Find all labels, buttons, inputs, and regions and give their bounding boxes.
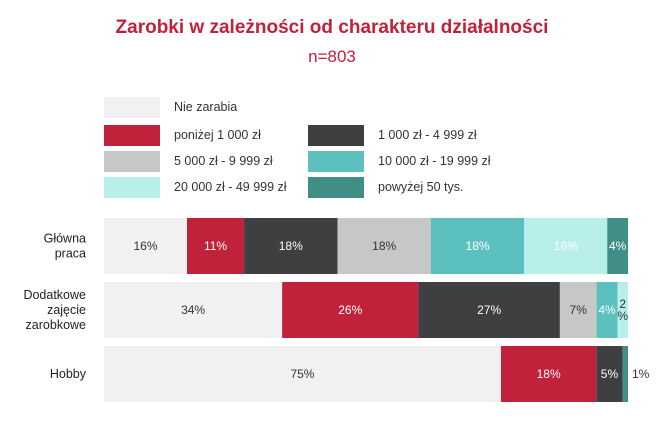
bar-segment bbox=[617, 282, 628, 338]
data-label: 1% bbox=[632, 367, 650, 381]
data-label: 18% bbox=[466, 239, 490, 253]
bar-segment bbox=[104, 346, 501, 402]
legend-item-20000-49999: 20 000 zł - 49 999 zł bbox=[104, 176, 287, 198]
legend-label: poniżej 1 000 zł bbox=[174, 128, 261, 142]
legend-item-ponizej-1000: poniżej 1 000 zł bbox=[104, 124, 261, 146]
legend: Nie zarabia poniżej 1 000 zł 1 000 zł - … bbox=[104, 96, 624, 206]
bar-segment bbox=[282, 282, 419, 338]
legend-swatch bbox=[308, 124, 364, 146]
category-label: Hobby bbox=[50, 367, 87, 381]
legend-item-5000-9999: 5 000 zł - 9 999 zł bbox=[104, 150, 273, 172]
legend-label: 10 000 zł - 19 999 zł bbox=[378, 154, 491, 168]
data-label: 18% bbox=[372, 239, 396, 253]
data-label: 11% bbox=[204, 239, 227, 253]
bar-segment bbox=[430, 218, 525, 274]
legend-item-1000-4999: 1 000 zł - 4 999 zł bbox=[308, 124, 477, 146]
data-label: 4% bbox=[598, 303, 616, 317]
category-label: Dodatkowe zajęcie zarobkowe bbox=[23, 288, 86, 332]
data-label: 4% bbox=[609, 239, 627, 253]
data-label: 27% bbox=[477, 303, 501, 317]
data-label: 18% bbox=[537, 367, 561, 381]
chart-title: Zarobki w zależności od charakteru dział… bbox=[115, 17, 549, 38]
bar-segment bbox=[337, 218, 431, 274]
bar-segment bbox=[244, 218, 338, 274]
legend-label: 20 000 zł - 49 999 zł bbox=[174, 180, 287, 194]
data-label: 34% bbox=[181, 303, 205, 317]
legend-item-powyzej-50: powyżej 50 tys. bbox=[308, 176, 463, 198]
bar-segment bbox=[622, 346, 628, 402]
data-label: 26% bbox=[338, 303, 362, 317]
legend-swatch bbox=[308, 150, 364, 172]
data-label: 75% bbox=[290, 367, 314, 381]
bar-segment bbox=[187, 218, 245, 274]
bar-segment bbox=[596, 282, 618, 338]
legend-label: Nie zarabia bbox=[174, 100, 238, 114]
bar-segment bbox=[418, 282, 560, 338]
legend-item-nie-zarabia: Nie zarabia bbox=[104, 96, 237, 118]
legend-label: 1 000 zł - 4 999 zł bbox=[378, 128, 477, 142]
legend-swatch bbox=[308, 176, 364, 198]
data-label: 18% bbox=[279, 239, 303, 253]
legend-swatch bbox=[104, 96, 160, 118]
data-label: 2% bbox=[617, 297, 628, 323]
bar-segment bbox=[596, 346, 623, 402]
legend-label: 5 000 zł - 9 999 zł bbox=[174, 154, 273, 168]
bar-segment bbox=[559, 282, 597, 338]
legend-label: powyżej 50 tys. bbox=[378, 180, 464, 194]
category-label: Główna praca bbox=[44, 232, 86, 261]
legend-item-10000-19999: 10 000 zł - 19 999 zł bbox=[308, 150, 491, 172]
bar-segment bbox=[104, 218, 188, 274]
legend-swatch bbox=[104, 150, 160, 172]
data-label: 5% bbox=[601, 367, 619, 381]
legend-swatch bbox=[104, 176, 160, 198]
bar-segment bbox=[607, 218, 628, 274]
chart-subtitle: n=803 bbox=[308, 47, 356, 66]
data-label: 16% bbox=[133, 239, 157, 253]
bar-segment bbox=[524, 218, 608, 274]
legend-swatch bbox=[104, 124, 160, 146]
bar-segment bbox=[104, 282, 283, 338]
data-label: 16% bbox=[554, 239, 578, 253]
data-label: 7% bbox=[570, 303, 588, 317]
bar-segment bbox=[500, 346, 597, 402]
stacked-bar-chart: Główna praca 16% 11% 18% 18% 18% 16% 4% Dodatkowe… bbox=[23, 218, 650, 402]
